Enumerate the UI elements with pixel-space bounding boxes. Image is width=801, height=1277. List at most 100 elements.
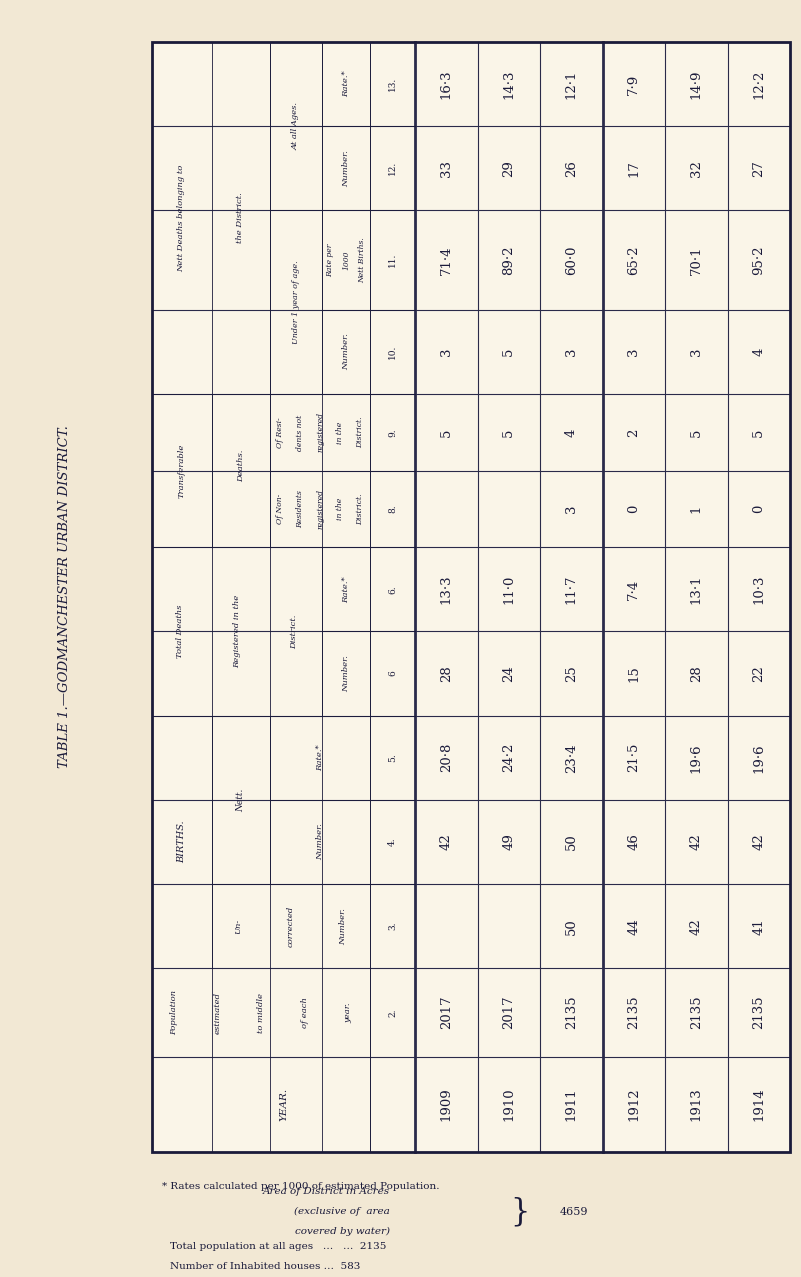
- Text: Residents: Residents: [296, 490, 304, 527]
- Text: 32: 32: [690, 160, 702, 176]
- Text: estimated: estimated: [213, 992, 221, 1033]
- Text: 5.: 5.: [388, 753, 397, 762]
- Text: 16·3: 16·3: [440, 69, 453, 98]
- Text: Registered in the: Registered in the: [233, 595, 241, 668]
- Text: 3: 3: [440, 347, 453, 356]
- Text: 3: 3: [565, 504, 578, 513]
- Text: 9.: 9.: [388, 428, 397, 437]
- Text: Rate per: Rate per: [326, 244, 334, 277]
- Text: 19·6: 19·6: [752, 743, 765, 773]
- Text: (exclusive of  area: (exclusive of area: [294, 1207, 390, 1216]
- Text: 4: 4: [565, 428, 578, 437]
- Text: Of Non-: Of Non-: [276, 494, 284, 524]
- Text: 5: 5: [440, 428, 453, 437]
- Text: 6: 6: [388, 670, 397, 677]
- Text: 65·2: 65·2: [627, 245, 640, 275]
- Text: 3: 3: [627, 347, 640, 356]
- Text: year.: year.: [344, 1002, 352, 1023]
- Text: 5: 5: [502, 347, 515, 356]
- Text: 70·1: 70·1: [690, 245, 702, 275]
- Text: 14·9: 14·9: [690, 69, 702, 98]
- Text: 2135: 2135: [565, 996, 578, 1029]
- Text: Nett Deaths belonging to: Nett Deaths belonging to: [178, 165, 186, 272]
- Text: 4: 4: [752, 347, 765, 356]
- Text: 14·3: 14·3: [502, 69, 515, 98]
- Text: 3.: 3.: [388, 922, 397, 931]
- Text: to middle: to middle: [257, 992, 265, 1033]
- Text: 71·4: 71·4: [440, 245, 453, 275]
- Text: Number.: Number.: [340, 908, 348, 945]
- Text: 5: 5: [752, 428, 765, 437]
- Text: 5: 5: [690, 428, 702, 437]
- Text: 42: 42: [690, 834, 702, 850]
- Text: 4.: 4.: [388, 838, 397, 847]
- Bar: [152, 42, 790, 1152]
- Text: 24·2: 24·2: [502, 743, 515, 773]
- Text: 2017: 2017: [502, 996, 515, 1029]
- Text: 1911: 1911: [565, 1088, 578, 1121]
- Text: 27: 27: [752, 160, 765, 176]
- Text: 17: 17: [627, 160, 640, 176]
- Text: At all Ages.: At all Ages.: [292, 102, 300, 151]
- Text: 12·1: 12·1: [565, 69, 578, 98]
- Text: 28: 28: [440, 665, 453, 682]
- Text: 89·2: 89·2: [502, 245, 515, 275]
- Text: 2135: 2135: [627, 996, 640, 1029]
- Text: 49: 49: [502, 834, 515, 850]
- Text: 7·9: 7·9: [627, 74, 640, 94]
- Text: BIRTHS.: BIRTHS.: [178, 821, 187, 863]
- Text: 20·8: 20·8: [440, 743, 453, 773]
- Text: 2: 2: [627, 428, 640, 437]
- Text: 44: 44: [627, 918, 640, 935]
- Text: Rate.*: Rate.*: [342, 576, 350, 603]
- Text: 15: 15: [627, 665, 640, 682]
- Text: Nett Births.: Nett Births.: [358, 238, 366, 283]
- Text: 2135: 2135: [752, 996, 765, 1029]
- Text: 8.: 8.: [388, 504, 397, 513]
- Text: 42: 42: [752, 834, 765, 850]
- Text: Nett.: Nett.: [236, 788, 245, 812]
- Text: Deaths.: Deaths.: [237, 450, 245, 481]
- Text: 11·0: 11·0: [502, 575, 515, 604]
- Text: covered by water): covered by water): [295, 1227, 390, 1236]
- Text: Number.: Number.: [316, 824, 324, 861]
- Text: dents not: dents not: [296, 414, 304, 451]
- Text: Total Deaths: Total Deaths: [176, 605, 184, 658]
- Text: Population: Population: [170, 990, 178, 1036]
- Text: Number of Inhabited houses …  583: Number of Inhabited houses … 583: [170, 1262, 360, 1271]
- Text: 13·3: 13·3: [440, 575, 453, 604]
- Text: }: }: [510, 1197, 529, 1227]
- Text: Un-: Un-: [235, 918, 243, 933]
- Text: Transferable: Transferable: [178, 443, 186, 498]
- Text: 26: 26: [565, 160, 578, 176]
- Text: 41: 41: [752, 918, 765, 935]
- Text: 33: 33: [440, 160, 453, 176]
- Text: in the: in the: [336, 498, 344, 520]
- Text: 42: 42: [440, 834, 453, 850]
- Text: Number.: Number.: [342, 655, 350, 692]
- Text: 95·2: 95·2: [752, 245, 765, 275]
- Text: District.: District.: [356, 416, 364, 448]
- Text: 10·3: 10·3: [752, 575, 765, 604]
- Text: 46: 46: [627, 834, 640, 850]
- Text: 22: 22: [752, 665, 765, 682]
- Text: 5: 5: [502, 428, 515, 437]
- Text: 0: 0: [627, 504, 640, 513]
- Text: 24: 24: [502, 665, 515, 682]
- Text: 13·1: 13·1: [690, 575, 702, 604]
- Text: in the: in the: [336, 421, 344, 443]
- Text: registered: registered: [316, 489, 324, 529]
- Text: 50: 50: [565, 834, 578, 850]
- Text: 12.: 12.: [388, 161, 397, 175]
- Text: Total population at all ages   …   …  2135: Total population at all ages … … 2135: [170, 1243, 386, 1251]
- Text: 7·4: 7·4: [627, 578, 640, 600]
- Text: 11·7: 11·7: [565, 575, 578, 604]
- Text: * Rates calculated per 1000 of еstimated Population.: * Rates calculated per 1000 of еstimated…: [162, 1183, 440, 1191]
- Text: 25: 25: [565, 665, 578, 682]
- Text: 13.: 13.: [388, 77, 397, 91]
- Text: 1914: 1914: [752, 1088, 765, 1121]
- Text: 1: 1: [690, 504, 702, 513]
- Text: 50: 50: [565, 918, 578, 935]
- Text: 1912: 1912: [627, 1088, 640, 1121]
- Text: 29: 29: [502, 160, 515, 176]
